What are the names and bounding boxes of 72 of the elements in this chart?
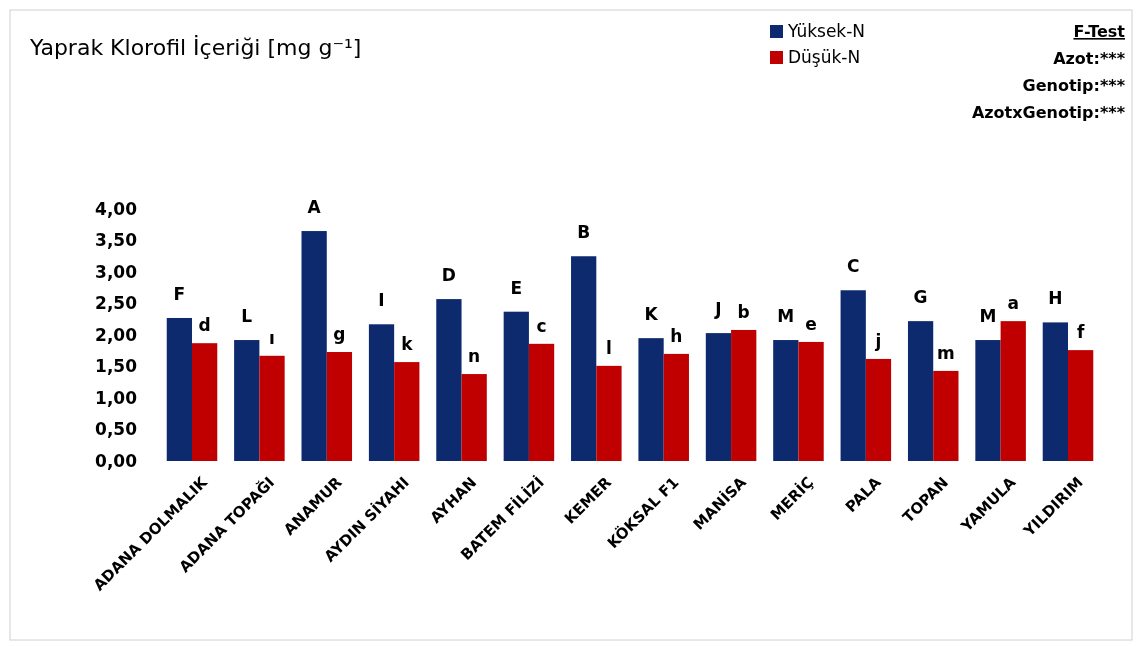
y-tick-label: 3,00	[95, 261, 138, 282]
data-label: C	[846, 256, 860, 277]
y-tick-label: 3,50	[95, 230, 138, 251]
data-label: E	[510, 277, 523, 298]
data-label: f	[1076, 322, 1085, 343]
bar	[638, 338, 664, 461]
bar	[798, 341, 824, 461]
bar	[840, 290, 866, 461]
data-label: H	[1048, 288, 1063, 309]
text: AzotxGenotip:***	[971, 103, 1126, 122]
data-label: e	[805, 313, 817, 334]
bar	[436, 299, 462, 461]
data-label: k	[401, 334, 414, 355]
bar	[865, 358, 892, 461]
bar	[234, 340, 260, 461]
bar	[503, 311, 529, 461]
bar	[326, 352, 353, 461]
bar	[301, 231, 327, 461]
data-label: M	[777, 306, 795, 327]
y-tick-label: 1,00	[95, 387, 138, 408]
y-tick-label: 2,00	[95, 324, 138, 345]
data-label: m	[937, 342, 955, 363]
text: Genotip:***	[1022, 76, 1126, 95]
data-label: B	[577, 222, 591, 243]
data-label: n	[468, 346, 481, 367]
data-label: l	[606, 337, 612, 358]
bar	[259, 355, 285, 461]
bar	[975, 340, 1001, 461]
data-label: I	[378, 290, 385, 311]
data-label: h	[670, 325, 683, 346]
data-label: M	[979, 306, 997, 327]
bar	[166, 317, 193, 461]
data-label: a	[1007, 293, 1019, 314]
bar	[461, 374, 487, 461]
data-label: F	[173, 283, 186, 304]
data-label: d	[198, 315, 211, 336]
data-label: j	[874, 330, 882, 351]
bar	[528, 343, 555, 461]
data-label: L	[241, 306, 253, 327]
text: Azot:***	[1053, 49, 1126, 68]
legend-label: Düşük-N	[788, 47, 861, 67]
bar	[773, 340, 799, 461]
chart-title: Yaprak Klorofil İçeriği [mg g⁻¹]	[29, 35, 362, 60]
bar	[394, 362, 420, 461]
y-tick-label: 4,00	[95, 198, 138, 219]
data-label: c	[536, 315, 547, 336]
bar	[933, 370, 959, 461]
y-tick-label: 1,50	[95, 356, 138, 377]
data-label: J	[714, 299, 722, 320]
bar	[192, 343, 218, 461]
bar	[663, 353, 689, 461]
y-tick-label: 0,50	[95, 419, 138, 440]
bar	[1067, 350, 1094, 461]
data-label: ı	[269, 327, 275, 348]
legend-label: Yüksek-N	[787, 21, 866, 41]
data-label: D	[441, 265, 456, 286]
y-tick-label: 2,50	[95, 293, 138, 314]
bar	[907, 321, 934, 461]
data-label: K	[644, 304, 659, 325]
y-tick-label: 0,00	[95, 450, 138, 471]
bar	[596, 365, 622, 461]
bar	[571, 256, 597, 461]
bar	[1000, 321, 1026, 461]
bar	[1042, 322, 1068, 461]
text: F-Test	[1073, 22, 1126, 41]
data-label: g	[333, 324, 346, 345]
data-label: G	[913, 287, 928, 308]
data-label: A	[307, 197, 322, 218]
bar	[368, 324, 395, 461]
bar	[731, 329, 757, 461]
data-label: b	[737, 301, 750, 322]
bar	[705, 333, 732, 461]
